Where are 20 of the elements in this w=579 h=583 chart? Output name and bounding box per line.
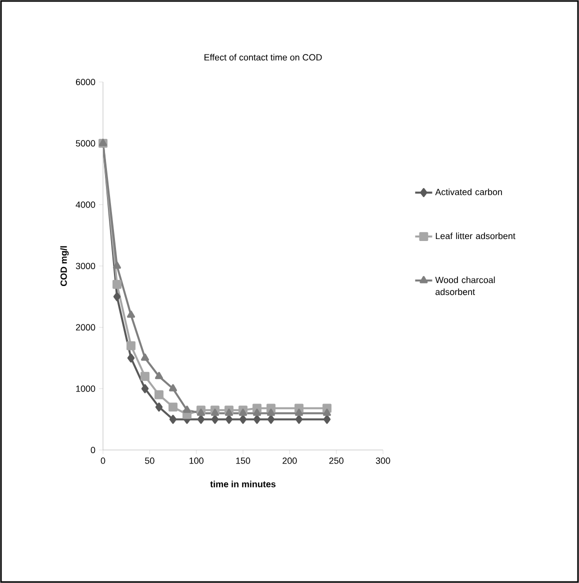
x-tick-label: 300 — [376, 458, 390, 464]
legend-label: Wood charcoal adsorbent — [435, 276, 495, 296]
x-tick-label: 150 — [236, 458, 250, 464]
x-tick-label: 200 — [282, 458, 297, 464]
y-tick-label: 0 — [90, 446, 96, 454]
y-axis-title: COD mg/l — [60, 246, 69, 286]
x-tick-label: 250 — [329, 458, 344, 464]
legend-label: Leaf litter adsorbent — [436, 232, 516, 240]
x-tick-label: 50 — [145, 458, 154, 464]
y-tick-label: 1000 — [76, 385, 96, 392]
legend-label: Activated carbon — [435, 188, 502, 196]
y-tick-label: 5000 — [76, 140, 96, 147]
y-tick-label: 4000 — [76, 201, 96, 208]
x-tick-label: 100 — [190, 458, 204, 464]
x-axis-title: time in minutes — [210, 480, 276, 488]
chart-title: Effect of contact time on COD — [204, 54, 322, 60]
y-tick-label: 2000 — [76, 324, 96, 331]
x-tick-label: 0 — [100, 458, 106, 464]
y-tick-label: 3000 — [76, 262, 96, 270]
y-tick-label: 6000 — [76, 78, 96, 86]
